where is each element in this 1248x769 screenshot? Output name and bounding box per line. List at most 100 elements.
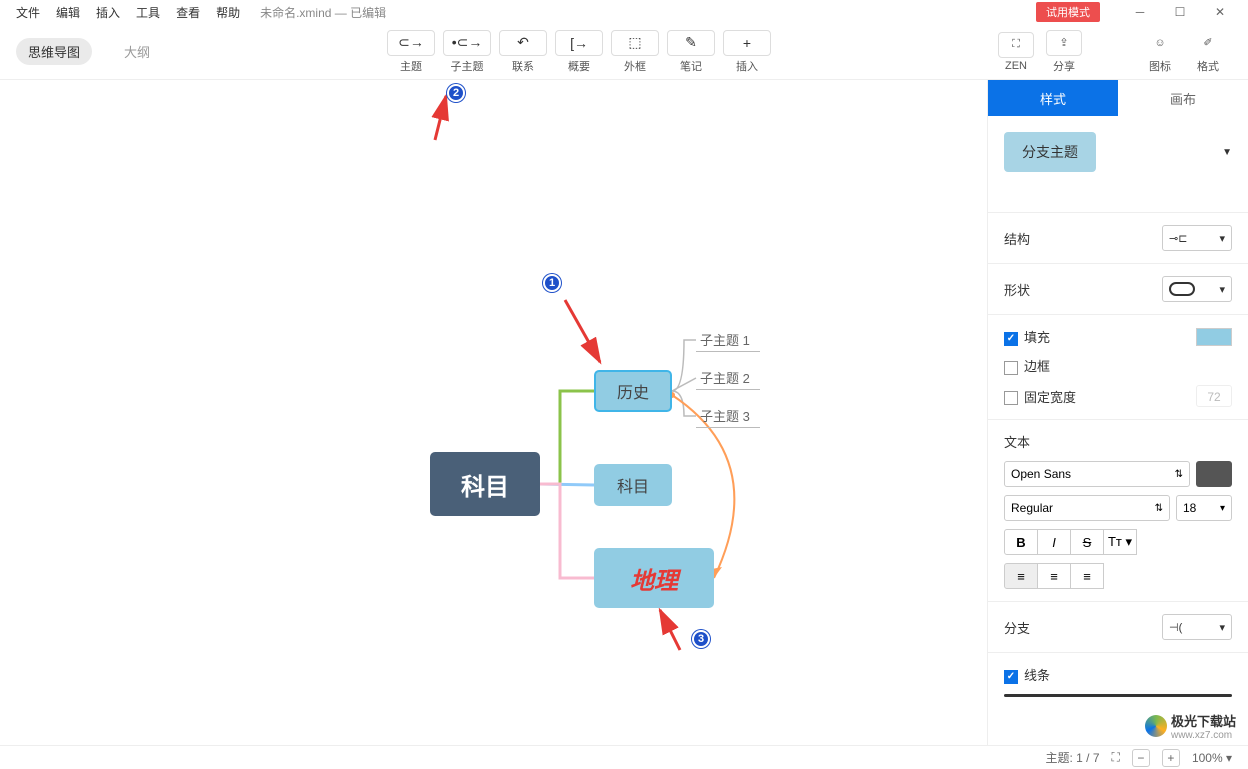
- shape-label: 形状: [1004, 280, 1030, 299]
- leaf-2[interactable]: 子主题 2: [696, 366, 760, 390]
- node-geography[interactable]: 地理: [594, 548, 714, 608]
- topic-icon: ⊂→: [387, 30, 435, 56]
- fixedwidth-checkbox[interactable]: [1004, 391, 1018, 405]
- tool-insert[interactable]: +插入: [719, 30, 775, 74]
- zoom-in-button[interactable]: +: [1162, 749, 1180, 767]
- fixedwidth-value: 72: [1196, 385, 1232, 407]
- statusbar: 主题: 1 / 7 ⛶ − + 100% ▾: [0, 745, 1248, 769]
- fill-label: 填充: [1024, 330, 1050, 345]
- tool-subtopic[interactable]: •⊂→子主题: [439, 30, 495, 74]
- border-checkbox[interactable]: [1004, 361, 1018, 375]
- menu-view[interactable]: 查看: [168, 4, 208, 21]
- boundary-icon: ⬚: [611, 30, 659, 56]
- main: 2 1 3 科目 历史 科目 地理 子主题 1 子主题 2 子主题 3 样式 画…: [0, 80, 1248, 745]
- align-center-button[interactable]: ≡: [1037, 563, 1071, 589]
- trial-badge[interactable]: 试用模式: [1036, 2, 1100, 22]
- tool-topic[interactable]: ⊂→主题: [383, 30, 439, 74]
- map-overview-icon[interactable]: ⛶: [1112, 750, 1120, 765]
- branch-label: 分支: [1004, 618, 1030, 637]
- summary-icon: [→: [555, 30, 603, 56]
- tool-boundary[interactable]: ⬚外框: [607, 30, 663, 74]
- annotation-badge-2: 2: [447, 84, 465, 102]
- menu-edit[interactable]: 编辑: [48, 4, 88, 21]
- sidebar-tab-style[interactable]: 样式: [988, 80, 1118, 116]
- subtopic-icon: •⊂→: [443, 30, 491, 56]
- leaf-3[interactable]: 子主题 3: [696, 404, 760, 428]
- menu-help[interactable]: 帮助: [208, 4, 248, 21]
- line-label: 线条: [1024, 668, 1050, 683]
- tool-relationship[interactable]: ↶联系: [495, 30, 551, 74]
- node-history[interactable]: 历史: [594, 370, 672, 412]
- zoom-out-button[interactable]: −: [1132, 749, 1150, 767]
- menu-tools[interactable]: 工具: [128, 4, 168, 21]
- fill-color-swatch[interactable]: [1196, 328, 1232, 346]
- strike-button[interactable]: S: [1070, 529, 1104, 555]
- fixedwidth-label: 固定宽度: [1024, 390, 1076, 405]
- align-buttons: ≡ ≡ ≡: [1004, 563, 1232, 589]
- menubar: 文件 编辑 插入 工具 查看 帮助 未命名.xmind — 已编辑 试用模式 ─…: [0, 0, 1248, 24]
- filename: 未命名.xmind — 已编辑: [260, 4, 386, 21]
- tool-notes[interactable]: ✎笔记: [663, 30, 719, 74]
- branch-icon: ⊣(: [1169, 621, 1182, 634]
- line-width-slider[interactable]: [1004, 694, 1232, 697]
- sidebar-tab-canvas[interactable]: 画布: [1118, 80, 1248, 116]
- topic-count: 主题: 1 / 7: [1046, 749, 1100, 766]
- structure-icon: ⊸⊏: [1169, 232, 1187, 245]
- sidebar: 样式 画布 分支主题 ▼ 结构 ⊸⊏▾ 形状 ▾ ✓ 填充: [988, 80, 1248, 745]
- topic-type-selector[interactable]: 分支主题: [1004, 132, 1096, 172]
- insert-icon: +: [723, 30, 771, 56]
- format-icon: ✐: [1190, 30, 1226, 56]
- text-format-buttons: B I S Tᴛ ▾: [1004, 529, 1232, 555]
- toolbar-right: ⛶ZEN ⇪分享 ☺图标 ✐格式: [996, 30, 1248, 74]
- view-tabs: 思维导图 大纲: [0, 38, 162, 65]
- italic-button[interactable]: I: [1037, 529, 1071, 555]
- relationship-icon: ↶: [499, 30, 547, 56]
- tool-emoji[interactable]: ☺图标: [1140, 30, 1180, 74]
- line-checkbox[interactable]: ✓: [1004, 670, 1018, 684]
- tool-share[interactable]: ⇪分享: [1044, 30, 1084, 74]
- watermark: 极光下载站 www.xz7.com: [1145, 711, 1236, 741]
- menu-insert[interactable]: 插入: [88, 4, 128, 21]
- structure-select[interactable]: ⊸⊏▾: [1162, 225, 1232, 251]
- annotation-arrows: [0, 80, 987, 745]
- font-weight-select[interactable]: Regular⇅: [1004, 495, 1170, 521]
- maximize-button[interactable]: ☐: [1160, 0, 1200, 24]
- structure-label: 结构: [1004, 229, 1030, 248]
- zoom-level[interactable]: 100% ▾: [1192, 751, 1232, 765]
- shape-icon: [1169, 282, 1195, 296]
- tool-format[interactable]: ✐格式: [1188, 30, 1228, 74]
- tool-summary[interactable]: [→概要: [551, 30, 607, 74]
- tool-zen[interactable]: ⛶ZEN: [996, 32, 1036, 72]
- tab-outline[interactable]: 大纲: [112, 38, 162, 65]
- align-right-button[interactable]: ≡: [1070, 563, 1104, 589]
- shape-select[interactable]: ▾: [1162, 276, 1232, 302]
- annotation-badge-1: 1: [543, 274, 561, 292]
- share-icon: ⇪: [1046, 30, 1082, 56]
- text-color-swatch[interactable]: [1196, 461, 1232, 487]
- leaf-1[interactable]: 子主题 1: [696, 328, 760, 352]
- canvas[interactable]: 2 1 3 科目 历史 科目 地理 子主题 1 子主题 2 子主题 3: [0, 80, 988, 745]
- branch-select[interactable]: ⊣(▾: [1162, 614, 1232, 640]
- toolbar-center: ⊂→主题 •⊂→子主题 ↶联系 [→概要 ⬚外框 ✎笔记 +插入: [162, 30, 996, 74]
- notes-icon: ✎: [667, 30, 715, 56]
- watermark-logo-icon: [1145, 715, 1167, 737]
- topic-type-caret-icon[interactable]: ▼: [1222, 147, 1232, 158]
- textcase-button[interactable]: Tᴛ ▾: [1103, 529, 1137, 555]
- node-subject[interactable]: 科目: [594, 464, 672, 506]
- emoji-icon: ☺: [1142, 30, 1178, 56]
- bold-button[interactable]: B: [1004, 529, 1038, 555]
- tab-mindmap[interactable]: 思维导图: [16, 38, 92, 65]
- align-left-button[interactable]: ≡: [1004, 563, 1038, 589]
- minimize-button[interactable]: ─: [1120, 0, 1160, 24]
- toolbar: 思维导图 大纲 ⊂→主题 •⊂→子主题 ↶联系 [→概要 ⬚外框 ✎笔记 +插入…: [0, 24, 1248, 80]
- font-size-select[interactable]: 18▾: [1176, 495, 1232, 521]
- window-controls: ─ ☐ ✕: [1120, 0, 1240, 24]
- fill-checkbox[interactable]: ✓: [1004, 332, 1018, 346]
- root-node[interactable]: 科目: [430, 452, 540, 516]
- menu-file[interactable]: 文件: [8, 4, 48, 21]
- close-button[interactable]: ✕: [1200, 0, 1240, 24]
- sidebar-tabs: 样式 画布: [988, 80, 1248, 116]
- zen-icon: ⛶: [998, 32, 1034, 58]
- annotation-badge-3: 3: [692, 630, 710, 648]
- font-family-select[interactable]: Open Sans⇅: [1004, 461, 1190, 487]
